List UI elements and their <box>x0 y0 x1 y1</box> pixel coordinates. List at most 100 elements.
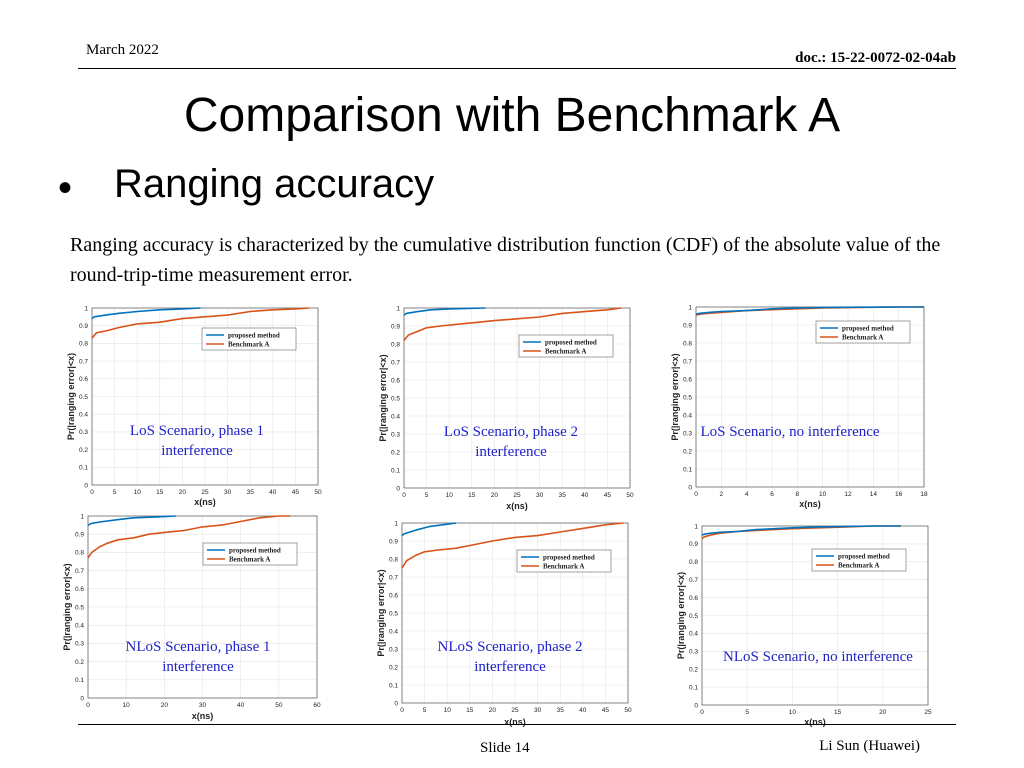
x-tick-label: 25 <box>511 707 519 714</box>
legend-label: proposed method <box>543 553 595 561</box>
x-tick-label: 10 <box>819 491 827 498</box>
x-tick-label: 5 <box>745 709 749 716</box>
y-tick-label: 0 <box>80 695 84 702</box>
plot-frame <box>701 525 929 706</box>
x-tick-label: 40 <box>579 707 587 714</box>
x-tick-label: 25 <box>513 492 521 499</box>
y-tick-label: 0.3 <box>689 649 698 656</box>
y-tick-label: 0.2 <box>75 659 84 666</box>
x-tick-label: 35 <box>559 492 567 499</box>
scenario-label: LoS Scenario, no interference <box>700 424 879 440</box>
x-tick-label: 45 <box>602 707 610 714</box>
scenario-label: interference <box>162 659 234 675</box>
y-tick-label: 0 <box>688 484 692 491</box>
y-tick-label: 0.5 <box>689 613 698 620</box>
description-text: Ranging accuracy is characterized by the… <box>70 234 941 286</box>
x-tick-label: 20 <box>161 702 169 709</box>
x-axis-label: x(ns) <box>194 497 216 507</box>
x-tick-label: 35 <box>557 707 565 714</box>
x-tick-label: 10 <box>789 709 797 716</box>
y-tick-label: 0.7 <box>79 358 88 365</box>
y-tick-label: 0.1 <box>683 466 692 473</box>
y-tick-label: 0.2 <box>689 667 698 674</box>
header-doc-id: doc.: 15-22-0072-02-04ab <box>795 50 956 66</box>
y-axis-label: Pr(|ranging error|<x) <box>62 563 72 650</box>
x-tick-label: 10 <box>123 702 131 709</box>
legend-box <box>516 549 612 573</box>
x-tick-label: 0 <box>90 489 94 496</box>
y-tick-label: 0.3 <box>79 429 88 436</box>
y-tick-label: 0.3 <box>389 646 398 653</box>
y-tick-label: 0.6 <box>75 586 84 593</box>
y-tick-label: 0.3 <box>75 641 84 648</box>
y-tick-label: 0.9 <box>683 322 692 329</box>
cdf-chart-nlos-phase1: 0 10 20 30 40 50 60 0 0.1 0.2 0.3 0.4 0.5 0.6 0.7 0.8 0.… <box>58 513 330 725</box>
x-tick-label: 15 <box>834 709 842 716</box>
x-tick-label: 20 <box>489 707 497 714</box>
y-tick-label: 0.7 <box>391 359 400 366</box>
y-tick-label: 0.6 <box>79 376 88 383</box>
y-tick-label: 0.3 <box>391 431 400 438</box>
y-tick-label: 0.4 <box>683 412 692 419</box>
scenario-label: LoS Scenario, phase 1 <box>130 423 264 439</box>
x-tick-label: 10 <box>134 489 142 496</box>
x-tick-label: 5 <box>423 707 427 714</box>
x-axis-label: x(ns) <box>799 499 821 509</box>
scenario-label: NLoS Scenario, phase 2 <box>438 639 583 655</box>
cdf-chart-nlos-no-interference: 0 5 10 15 20 25 0 0.1 0.2 0.3 0.4 0.5 0.6 0.7 0.8 0.9 1 x… <box>672 522 942 727</box>
y-tick-label: 0.7 <box>389 574 398 581</box>
legend-label: Benchmark A <box>543 562 584 570</box>
x-axis-label: x(ns) <box>192 711 214 721</box>
bullet-text: Ranging accuracy <box>114 162 435 206</box>
x-tick-label: 35 <box>247 489 255 496</box>
y-tick-label: 0.6 <box>391 377 400 384</box>
x-tick-label: 0 <box>694 491 698 498</box>
scenario-label: NLoS Scenario, phase 1 <box>126 639 271 655</box>
x-tick-label: 60 <box>313 702 321 709</box>
y-tick-label: 0.5 <box>75 604 84 611</box>
series-line-proposed-method <box>403 307 486 316</box>
x-tick-label: 5 <box>425 492 429 499</box>
x-tick-label: 0 <box>402 492 406 499</box>
scenario-label: NLoS Scenario, no interference <box>723 649 913 665</box>
cdf-chart-svg: 0 10 20 30 40 50 60 0 0.1 0.2 0.3 0.4 0.5 0.6 0.7 0.8 0.… <box>62 513 321 721</box>
y-tick-label: 0.4 <box>689 631 698 638</box>
y-tick-label: 0.2 <box>389 664 398 671</box>
x-axis-label: x(ns) <box>506 501 528 511</box>
y-tick-label: 0.8 <box>689 559 698 566</box>
legend-label: proposed method <box>842 324 894 332</box>
y-tick-label: 0.1 <box>79 465 88 472</box>
y-tick-label: 0 <box>396 485 400 492</box>
legend-label: proposed method <box>229 546 281 554</box>
legend-label: Benchmark A <box>229 555 270 563</box>
series-line-proposed-method <box>401 522 457 537</box>
series-line-proposed-method <box>695 306 924 315</box>
y-tick-label: 0.2 <box>683 448 692 455</box>
y-axis-label: Pr(|ranging error|<x) <box>378 354 388 441</box>
y-axis-label: Pr(|ranging error|<x) <box>66 353 76 440</box>
scenario-label: interference <box>475 444 547 460</box>
y-tick-label: 0.1 <box>689 684 698 691</box>
y-tick-label: 0.8 <box>683 340 692 347</box>
x-tick-label: 40 <box>237 702 245 709</box>
series-line-proposed-method <box>91 307 201 320</box>
x-tick-label: 15 <box>156 489 164 496</box>
cdf-chart-svg: 0 5 10 15 20 25 30 35 40 45 50 0 0.1 0.2 0.3 0.4 0.5 0.6 0… <box>376 520 632 727</box>
plot-frame <box>91 307 319 486</box>
y-tick-label: 0.5 <box>391 395 400 402</box>
x-tick-label: 10 <box>444 707 452 714</box>
x-tick-label: 4 <box>745 491 749 498</box>
x-axis-label: x(ns) <box>804 717 826 727</box>
y-tick-label: 0.8 <box>391 341 400 348</box>
y-tick-label: 1 <box>396 305 400 312</box>
series-line-proposed-method <box>87 515 176 526</box>
legend-box <box>811 548 907 572</box>
y-tick-label: 0.1 <box>75 677 84 684</box>
plot-frame <box>87 515 318 699</box>
y-tick-label: 0.8 <box>389 556 398 563</box>
x-tick-label: 6 <box>770 491 774 498</box>
x-tick-label: 20 <box>179 489 187 496</box>
legend-label: Benchmark A <box>842 333 883 341</box>
slide-title: Comparison with Benchmark A <box>183 89 841 142</box>
y-tick-label: 0.8 <box>79 341 88 348</box>
